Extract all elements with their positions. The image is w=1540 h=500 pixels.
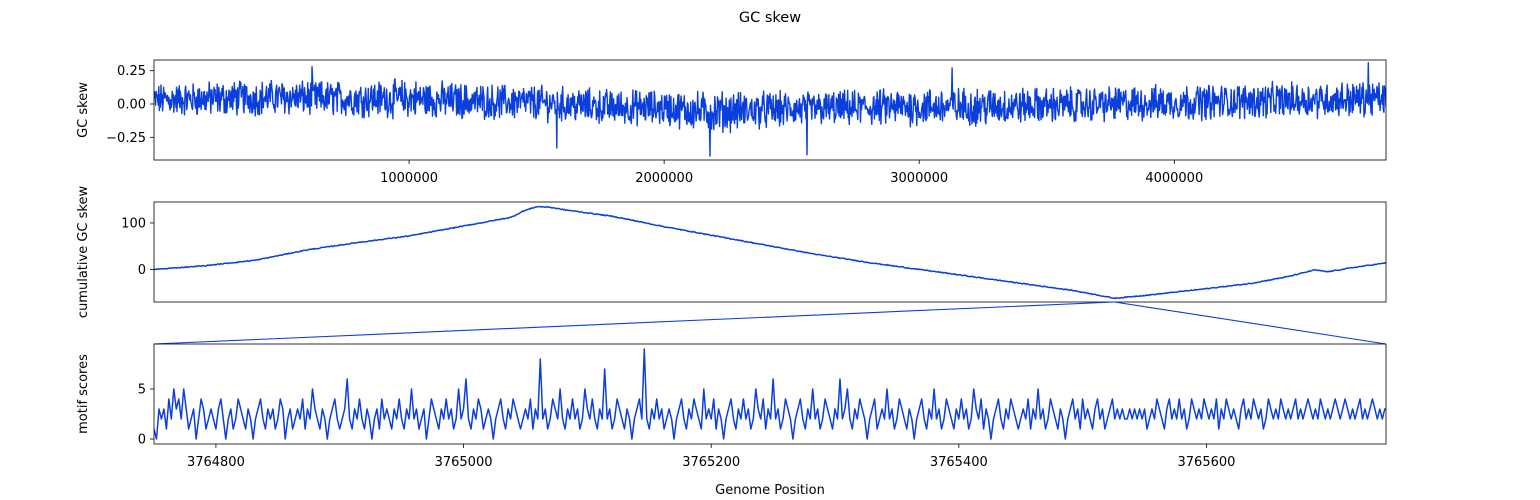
x-tick-label: 3765600 [1178,455,1236,470]
x-tick-label: 3000000 [890,171,948,186]
x-tick-label: 2000000 [635,171,693,186]
y-tick-label: 100 [121,216,146,231]
x-tick-label: 3764800 [187,455,245,470]
x-tick-label: 3765400 [930,455,988,470]
cumulative-gc-skew-line [154,205,1386,300]
axes-frame [153,343,1387,445]
zoom-line-left [153,301,1115,345]
y-tick-label: 0.25 [117,64,146,79]
axes-frame [153,201,1387,303]
cumulative-gc-skew-panel: 100 0 cumulative GC skew [76,186,1387,319]
x-axis-label: Genome Position [715,483,825,498]
motif-scores-line [154,348,1386,440]
x-tick-label: 3765000 [435,455,493,470]
x-tick-label: 1000000 [380,171,438,186]
figure-title: GC skew [739,10,801,26]
y-tick-label: 0 [138,263,146,278]
x-tick-label: 4000000 [1145,171,1203,186]
motif-scores-panel: 5 0 3764800 3765000 3765200 3765400 3765600 mot… [76,343,1387,470]
y-axis-label: motif scores [76,354,91,434]
axes-frame [153,59,1387,161]
y-tick-label: −0.25 [106,131,146,146]
y-tick-label: 0.00 [117,98,146,113]
gc-skew-line [154,62,1386,157]
gc-skew-panel: 0.25 0.00 −0.25 1000000 2000000 3000000 400000… [76,59,1387,186]
y-axis-label: GC skew [76,82,91,138]
zoom-line-right [1114,301,1387,345]
y-axis-label: cumulative GC skew [76,186,91,319]
y-tick-label: 5 [138,383,146,398]
x-tick-label: 3765200 [682,455,740,470]
zoom-connector [153,301,1387,345]
y-tick-label: 0 [138,433,146,448]
